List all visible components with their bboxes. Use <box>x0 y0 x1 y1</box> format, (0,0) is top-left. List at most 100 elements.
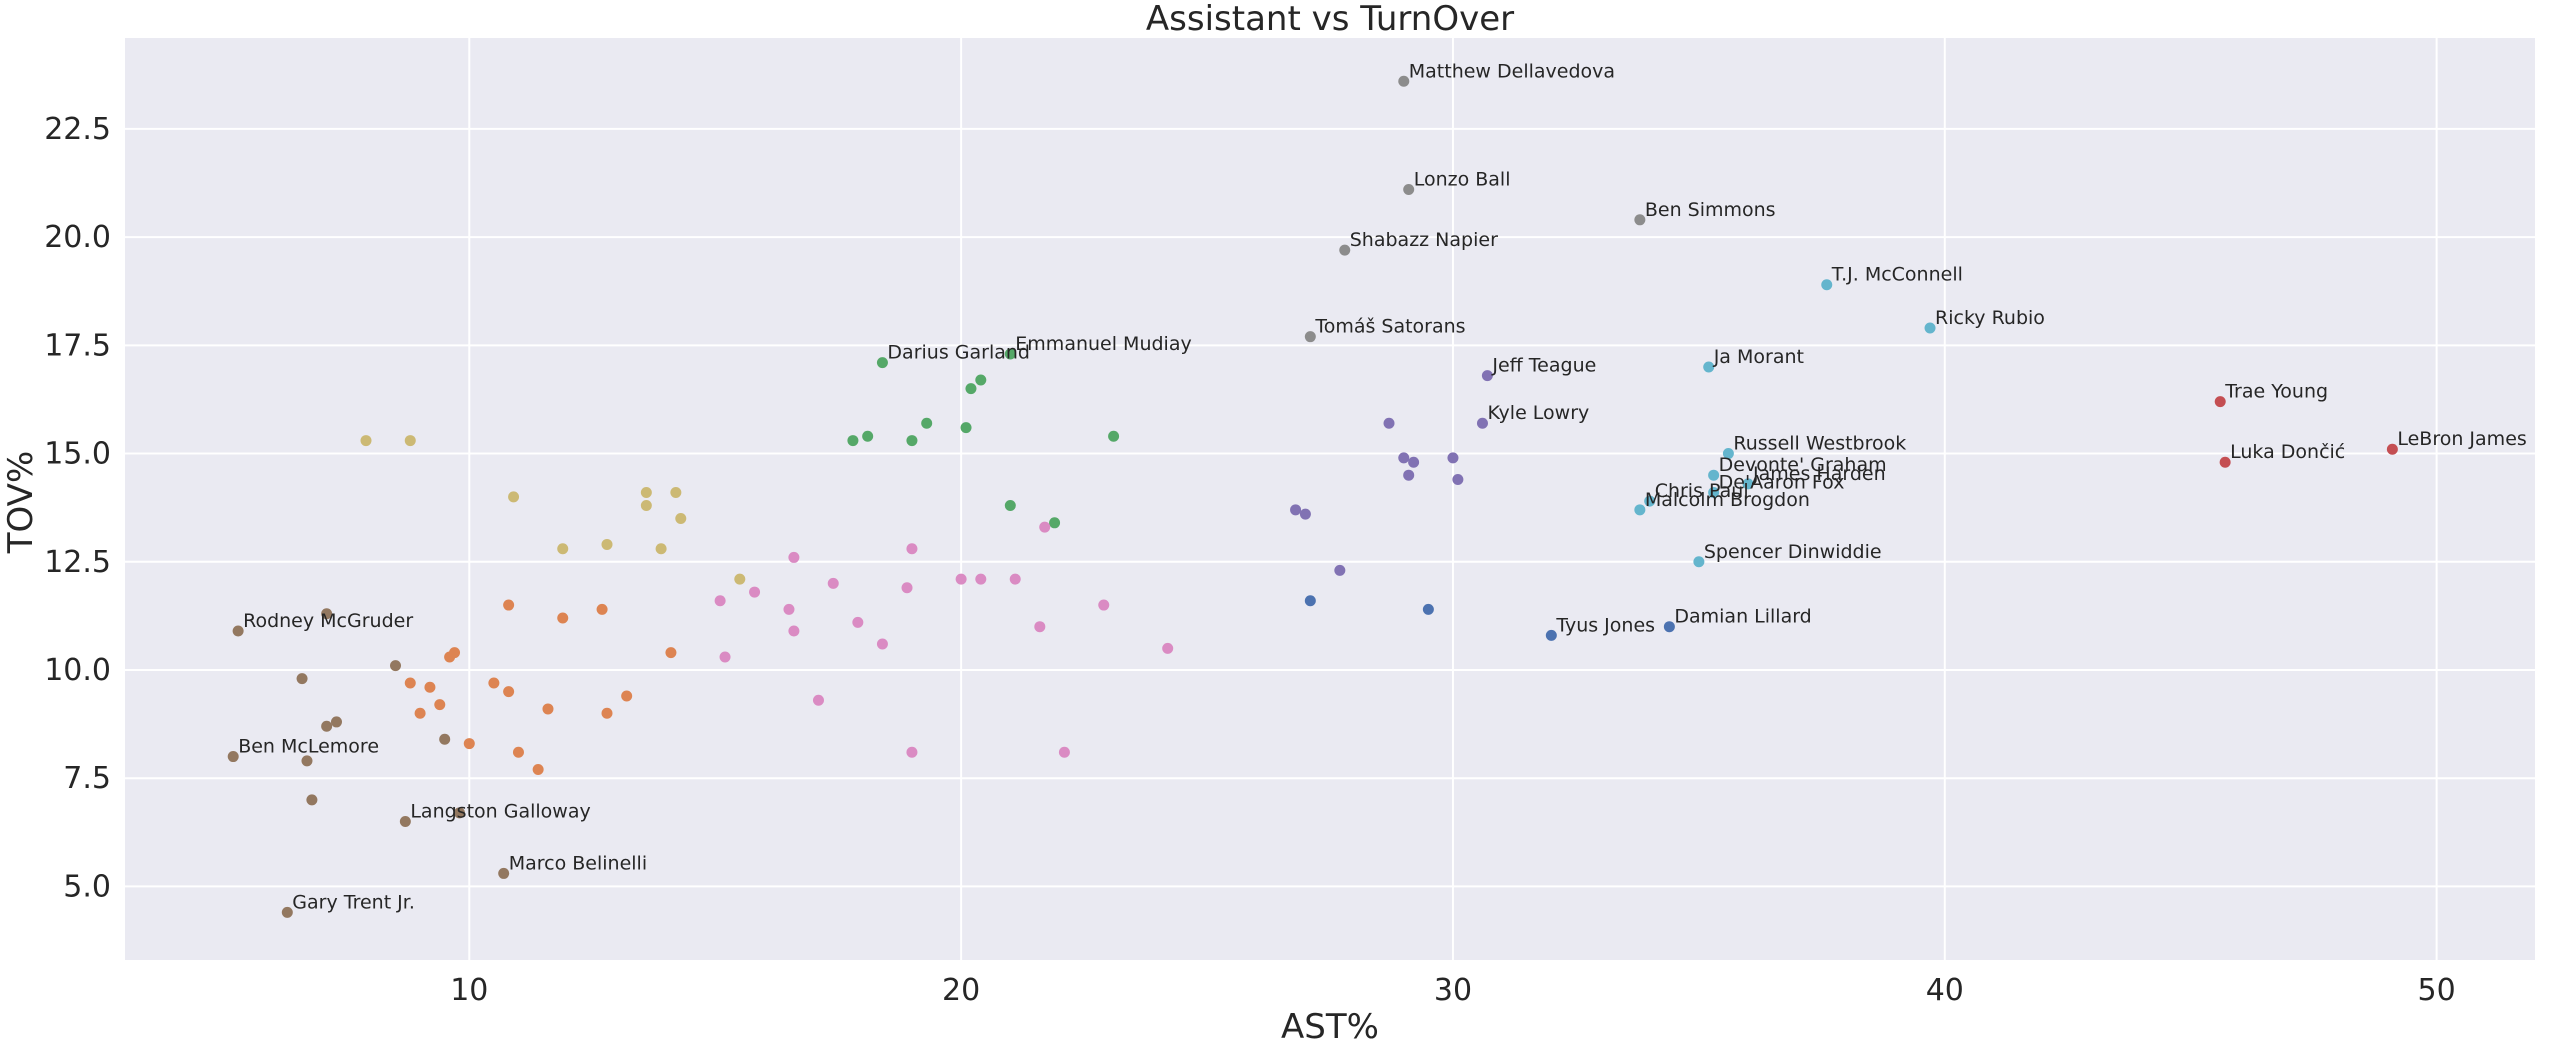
data-points <box>227 75 2398 918</box>
data-point <box>788 625 800 637</box>
data-point <box>852 616 864 628</box>
y-tick-label: 10.0 <box>44 653 111 688</box>
data-point <box>714 595 726 607</box>
data-point <box>1339 244 1351 256</box>
data-point <box>444 651 456 663</box>
data-point <box>665 647 677 659</box>
data-point <box>1403 469 1415 481</box>
x-tick-label: 40 <box>1926 973 1964 1008</box>
data-point <box>1304 595 1316 607</box>
data-point <box>1398 75 1410 87</box>
point-label: Shabazz Napier <box>1350 229 1498 251</box>
y-tick-label: 15.0 <box>44 437 111 472</box>
data-point <box>719 651 731 663</box>
point-label: Trae Young <box>2224 381 2328 403</box>
data-point <box>788 551 800 563</box>
data-point <box>330 716 342 728</box>
y-axis-label: TOV% <box>1 451 41 555</box>
data-point <box>906 746 918 758</box>
data-point <box>1034 621 1046 633</box>
data-point <box>1162 642 1174 654</box>
point-label: Ricky Rubio <box>1935 307 2045 329</box>
data-point <box>1693 556 1705 568</box>
point-label: Spencer Dinwiddie <box>1704 541 1882 563</box>
y-tick-label: 17.5 <box>44 328 111 363</box>
data-point <box>1334 564 1346 576</box>
data-point <box>1004 348 1016 360</box>
data-point <box>1039 521 1051 533</box>
data-point <box>498 867 510 879</box>
data-point <box>1708 469 1720 481</box>
data-point <box>1722 448 1734 460</box>
point-label: Chris Paul <box>1655 480 1749 502</box>
grid-lines <box>125 38 2535 960</box>
data-point <box>2214 396 2226 408</box>
point-label: Ben Simmons <box>1645 199 1776 221</box>
point-label: Kyle Lowry <box>1487 402 1589 424</box>
data-point <box>1634 214 1646 226</box>
data-point <box>621 690 633 702</box>
point-label: Luka Dončić <box>2230 441 2345 463</box>
data-point <box>675 512 687 524</box>
data-point <box>1924 322 1936 334</box>
point-label: Matthew Dellavedova <box>1409 60 1615 82</box>
data-point <box>1634 504 1646 516</box>
data-point <box>404 677 416 689</box>
point-label: Emmanuel Mudiay <box>1015 333 1191 355</box>
data-point <box>424 681 436 693</box>
x-axis-label: AST% <box>1281 1007 1379 1046</box>
data-point <box>2386 443 2398 455</box>
data-point <box>227 751 239 763</box>
data-point <box>557 612 569 624</box>
data-point <box>1304 331 1316 343</box>
x-tick-label: 50 <box>2418 973 2456 1008</box>
point-label: Malcolm Brogdon <box>1645 489 1810 511</box>
data-point <box>390 660 402 672</box>
point-label: Ja Morant <box>1713 346 1804 368</box>
point-label: Tyus Jones <box>1555 614 1655 636</box>
data-point <box>862 430 874 442</box>
data-point <box>906 435 918 447</box>
point-label: LeBron James <box>2397 428 2526 450</box>
data-point <box>601 707 613 719</box>
point-label: Devonte' Graham <box>1719 454 1887 476</box>
data-point <box>1009 573 1021 585</box>
point-label: James Harden <box>1752 463 1886 485</box>
data-point <box>1408 456 1420 468</box>
plot-background <box>125 38 2535 960</box>
point-label: Jeff Teague <box>1491 355 1596 377</box>
data-point <box>921 417 933 429</box>
data-point <box>1708 487 1720 499</box>
data-point <box>1098 599 1110 611</box>
data-point <box>532 764 544 776</box>
point-label: Damian Lillard <box>1674 606 1811 628</box>
y-tick-label: 20.0 <box>44 220 111 255</box>
data-point <box>1452 474 1464 486</box>
data-point <box>1004 499 1016 511</box>
data-point <box>640 499 652 511</box>
point-label: Gary Trent Jr. <box>292 891 415 913</box>
data-point <box>955 573 967 585</box>
x-tick-labels: 10 20 30 40 50 <box>450 973 2456 1008</box>
point-label: T.J. McConnell <box>1831 264 1963 286</box>
data-point <box>306 794 318 806</box>
y-tick-label: 12.5 <box>44 545 111 580</box>
data-point <box>965 383 977 395</box>
y-tick-label: 7.5 <box>63 761 111 796</box>
chart-title: Assistant vs TurnOver <box>1146 0 1514 39</box>
point-label: Rodney McGruder <box>243 610 413 632</box>
data-point <box>503 686 515 698</box>
x-tick-label: 10 <box>450 973 488 1008</box>
y-tick-label: 5.0 <box>63 869 111 904</box>
data-point <box>749 586 761 598</box>
x-tick-label: 30 <box>1434 973 1472 1008</box>
data-point <box>399 815 411 827</box>
data-point <box>512 746 524 758</box>
data-point <box>1108 430 1120 442</box>
point-label: Ben McLemore <box>238 736 379 758</box>
data-point <box>1663 621 1675 633</box>
data-point <box>827 577 839 589</box>
y-tick-label: 22.5 <box>44 112 111 147</box>
point-label: Langston Galloway <box>410 800 590 822</box>
